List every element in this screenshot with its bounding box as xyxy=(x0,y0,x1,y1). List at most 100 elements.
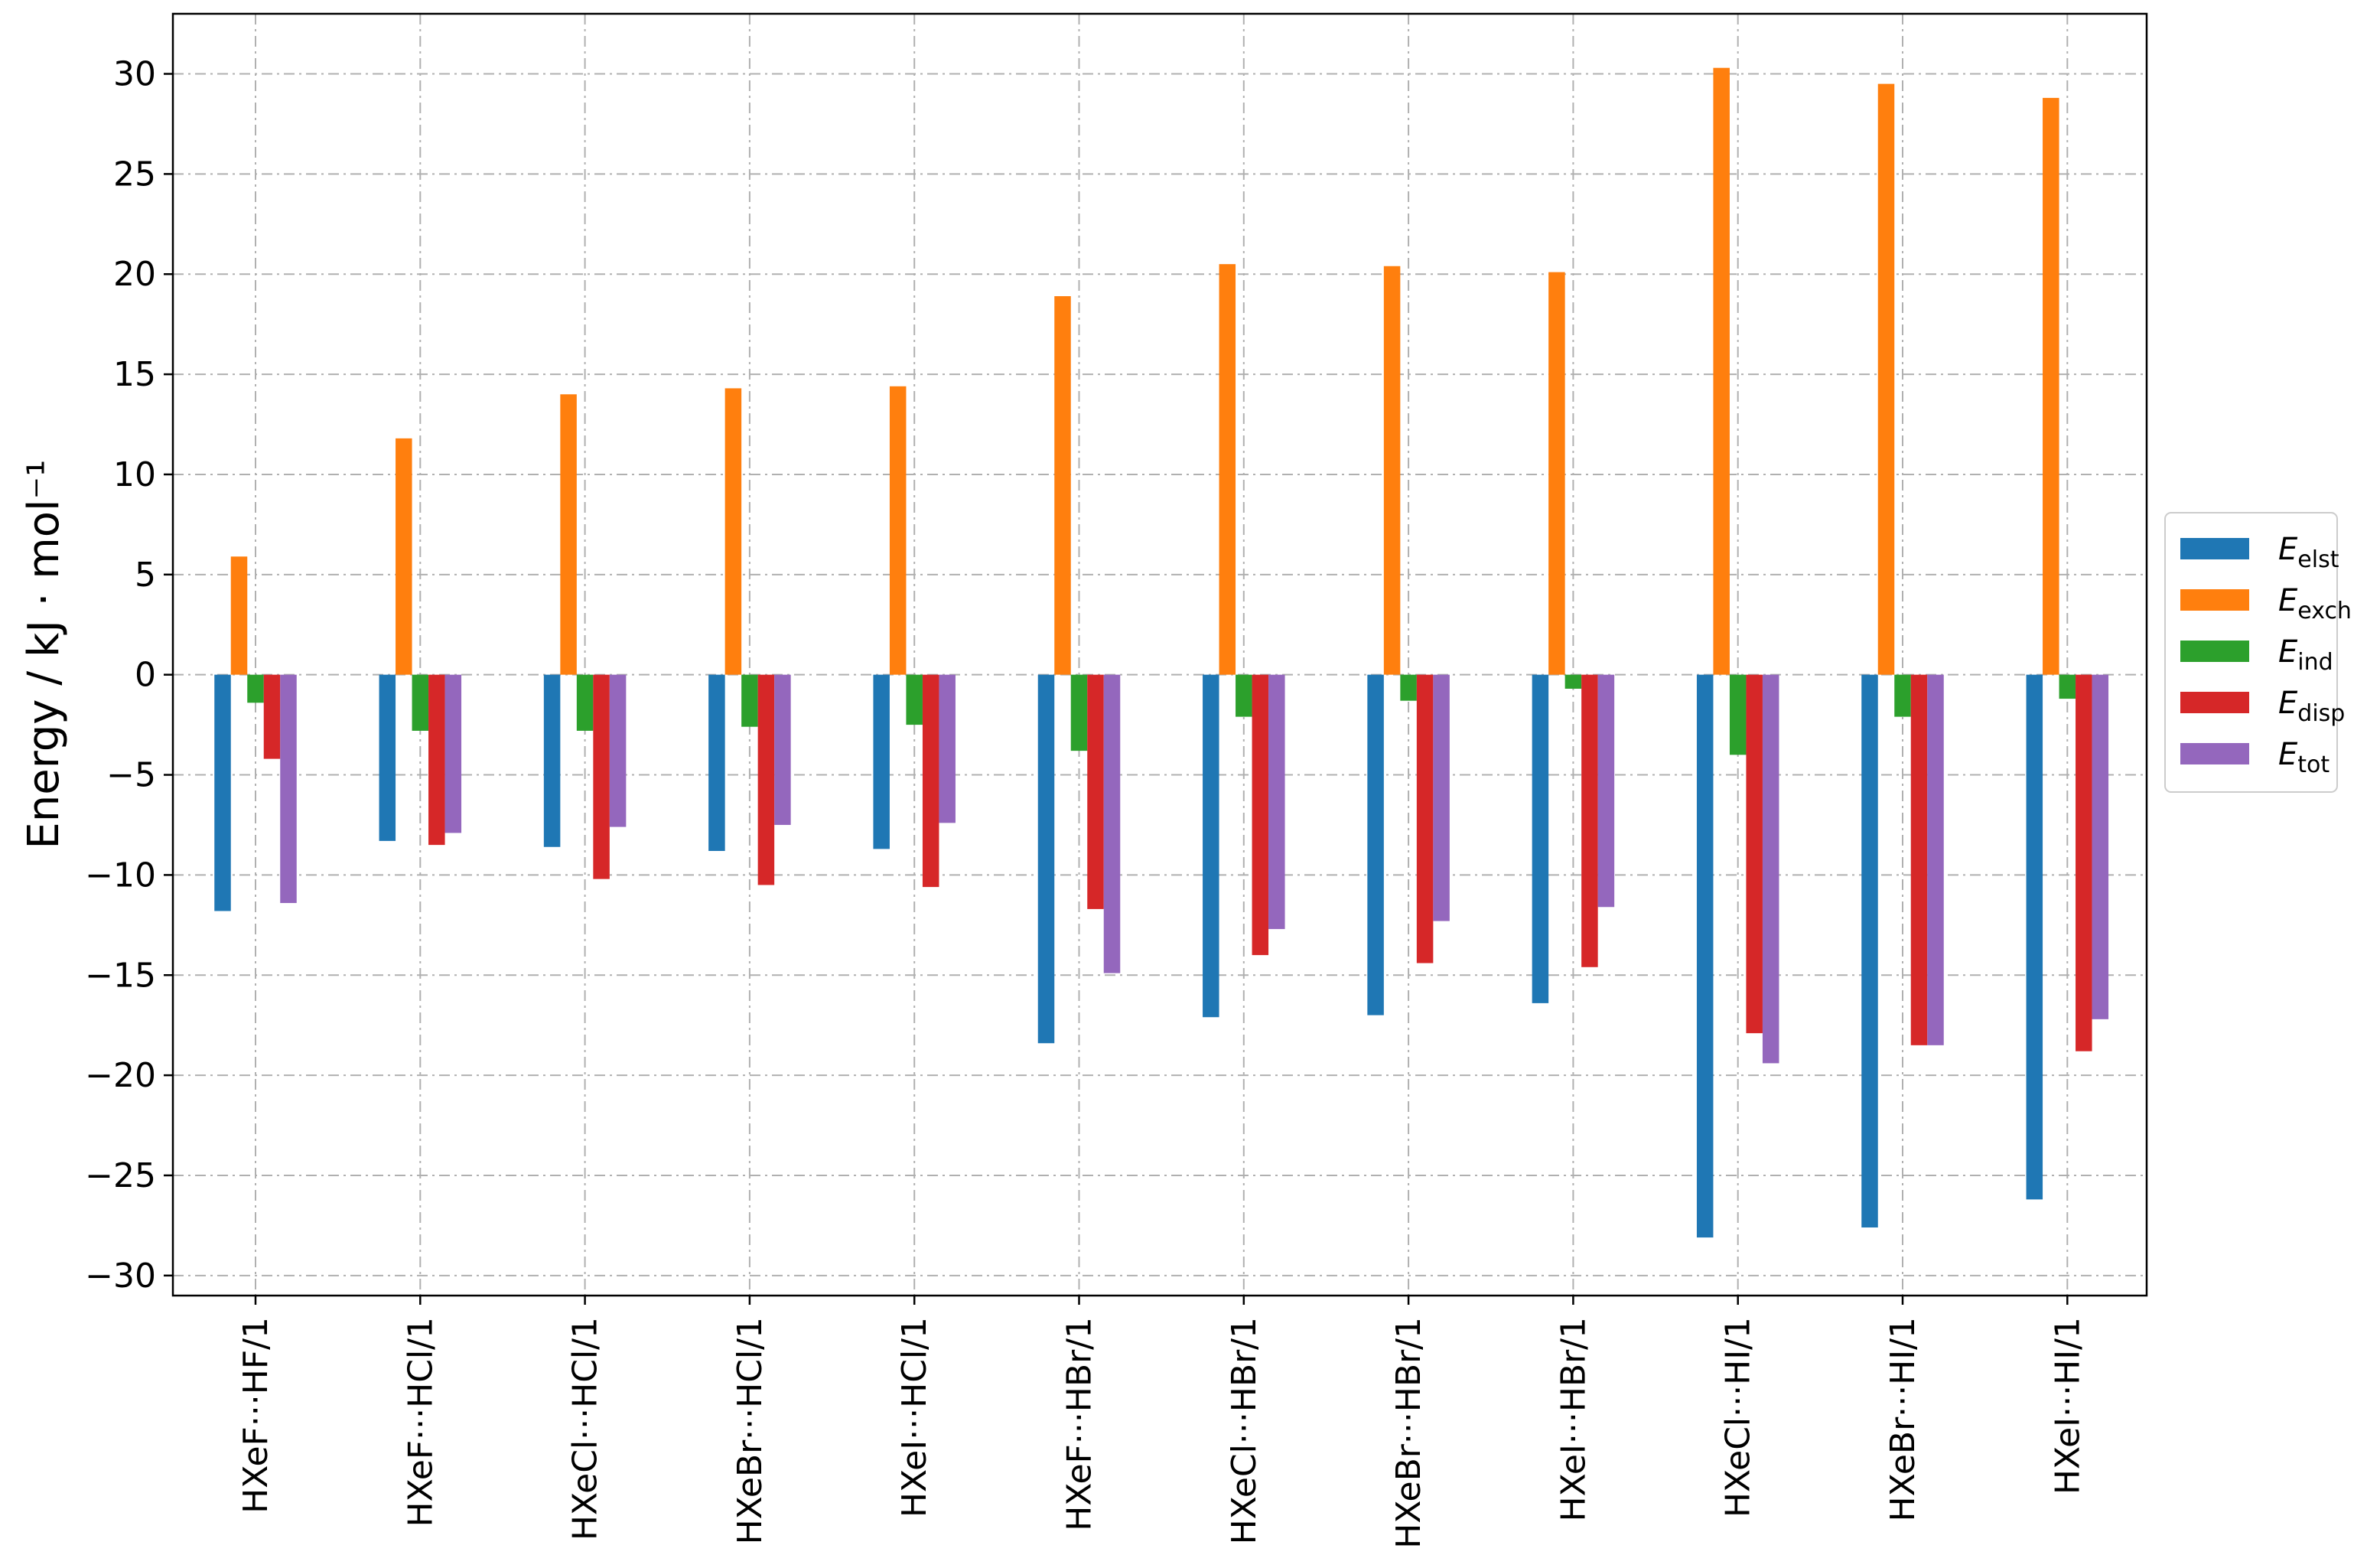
bar-e-elst xyxy=(2026,674,2043,1200)
legend-entry: Eind xyxy=(2278,634,2333,676)
bar-e-exch xyxy=(724,388,742,675)
bar-e-disp xyxy=(1252,674,1269,956)
bar-e-exch xyxy=(889,386,907,675)
bar-e-elst xyxy=(873,674,890,849)
bar-e-disp xyxy=(428,674,445,846)
bar-e-tot xyxy=(444,674,462,833)
bar-e-ind xyxy=(1894,674,1911,717)
legend-entry: Eelst xyxy=(2278,532,2339,573)
y-axis-label: Energy / kJ · mol⁻¹ xyxy=(19,459,69,849)
y-tick-label: 10 xyxy=(113,455,156,494)
bar-e-exch xyxy=(1877,83,1895,675)
bar-e-elst xyxy=(1037,674,1055,1044)
bar-e-ind xyxy=(576,674,594,731)
bar-e-ind xyxy=(1400,674,1417,701)
x-tick-label: HXeI···HBr/1 xyxy=(1554,1317,1593,1521)
y-tick-label: 15 xyxy=(113,355,156,394)
x-tick-label: HXeBr···HBr/1 xyxy=(1389,1317,1428,1549)
x-tick-label: HXeCl···HBr/1 xyxy=(1225,1317,1264,1544)
bar-e-exch xyxy=(1054,296,1071,675)
bar-e-disp xyxy=(922,674,939,888)
bar-e-exch xyxy=(396,438,412,675)
x-tick-label: HXeF···HBr/1 xyxy=(1060,1317,1099,1531)
bar-e-tot xyxy=(1927,674,1944,1045)
bar-e-tot xyxy=(2092,674,2109,1019)
bar-e-exch xyxy=(1219,264,1236,675)
bar-e-exch xyxy=(2043,97,2059,675)
bar-e-disp xyxy=(2076,674,2092,1051)
legend-swatch xyxy=(2180,692,2249,713)
y-tick-label: −15 xyxy=(85,956,156,995)
y-tick-label: −20 xyxy=(85,1056,156,1095)
bar-e-disp xyxy=(1746,674,1763,1034)
bar-e-elst xyxy=(1861,674,1878,1228)
x-tick-label: HXeCl···HI/1 xyxy=(1719,1317,1758,1517)
bar-e-exch xyxy=(1383,266,1401,675)
bar-e-elst xyxy=(543,674,561,847)
bar-e-tot xyxy=(1597,674,1615,908)
bar-e-tot xyxy=(774,674,791,825)
x-axis-ticks: HXeF···HF/1 HXeF···HCl/1 HXeCl···HCl/1 HXeB… xyxy=(236,1296,2087,1549)
plot-frame xyxy=(171,12,2148,1297)
bar-e-disp xyxy=(263,674,281,759)
y-tick-label: 5 xyxy=(135,556,156,595)
bar-e-tot xyxy=(1433,674,1450,921)
bar-e-ind xyxy=(906,674,923,725)
y-tick-label: −30 xyxy=(85,1257,156,1296)
bar-e-ind xyxy=(2059,674,2076,699)
y-axis-ticks: −30 −25 −20 −15 −10 −5 0 5 10 15 20 25 30 xyxy=(85,55,173,1296)
legend-box xyxy=(2164,512,2338,793)
bar-e-ind xyxy=(1729,674,1747,755)
y-tick-label: 25 xyxy=(113,155,156,194)
y-tick-label: 0 xyxy=(135,656,156,695)
bar-e-elst xyxy=(1696,674,1714,1238)
bar-e-ind xyxy=(247,674,264,703)
legend-swatch xyxy=(2180,641,2249,662)
legend-swatch xyxy=(2180,538,2249,559)
bar-e-disp xyxy=(757,674,775,885)
bar-e-exch xyxy=(1713,67,1730,675)
legend: Eelst Eexch Eind Edisp Etot xyxy=(2164,512,2352,793)
legend-entry: Eexch xyxy=(2278,583,2352,624)
bar-e-exch xyxy=(1548,272,1565,675)
bar-e-disp xyxy=(593,674,610,879)
bar-e-elst xyxy=(379,674,396,841)
bar-e-disp xyxy=(1581,674,1598,967)
bars xyxy=(214,67,2109,1238)
y-tick-label: −10 xyxy=(85,856,156,895)
legend-swatch xyxy=(2180,589,2249,611)
y-tick-label: 30 xyxy=(113,55,156,94)
bar-e-tot xyxy=(939,674,956,823)
y-tick-label: −5 xyxy=(106,756,156,795)
x-tick-label: HXeF···HCl/1 xyxy=(401,1317,440,1527)
x-tick-label: HXeI···HI/1 xyxy=(2048,1317,2087,1495)
y-tick-label: 20 xyxy=(113,255,156,294)
bar-e-ind xyxy=(1564,674,1582,689)
bar-e-exch xyxy=(230,556,248,675)
bar-e-elst xyxy=(1367,674,1384,1015)
x-tick-label: HXeCl···HCl/1 xyxy=(566,1317,605,1540)
bar-e-tot xyxy=(1103,674,1121,973)
bar-e-elst xyxy=(1203,674,1219,1018)
x-tick-label: HXeBr···HI/1 xyxy=(1883,1317,1923,1521)
bar-e-disp xyxy=(1416,674,1434,963)
bar-e-tot xyxy=(1762,674,1779,1064)
grid xyxy=(173,14,2147,1296)
bar-e-tot xyxy=(280,674,297,904)
bar-e-elst xyxy=(214,674,231,911)
legend-swatch xyxy=(2180,743,2249,764)
bar-e-elst xyxy=(708,674,725,851)
bar-e-elst xyxy=(1532,674,1549,1003)
bar-e-ind xyxy=(1070,674,1088,751)
bar-e-tot xyxy=(1268,674,1285,930)
y-tick-label: −25 xyxy=(85,1156,156,1195)
bar-e-ind xyxy=(412,674,429,731)
bar-e-disp xyxy=(1910,674,1928,1045)
bar-e-tot xyxy=(609,674,627,827)
legend-entry: Etot xyxy=(2278,737,2330,778)
x-tick-label: HXeBr···HCl/1 xyxy=(731,1317,770,1544)
x-tick-label: HXeF···HF/1 xyxy=(236,1317,275,1514)
bar-e-ind xyxy=(1236,674,1252,717)
bar-e-ind xyxy=(741,674,758,727)
